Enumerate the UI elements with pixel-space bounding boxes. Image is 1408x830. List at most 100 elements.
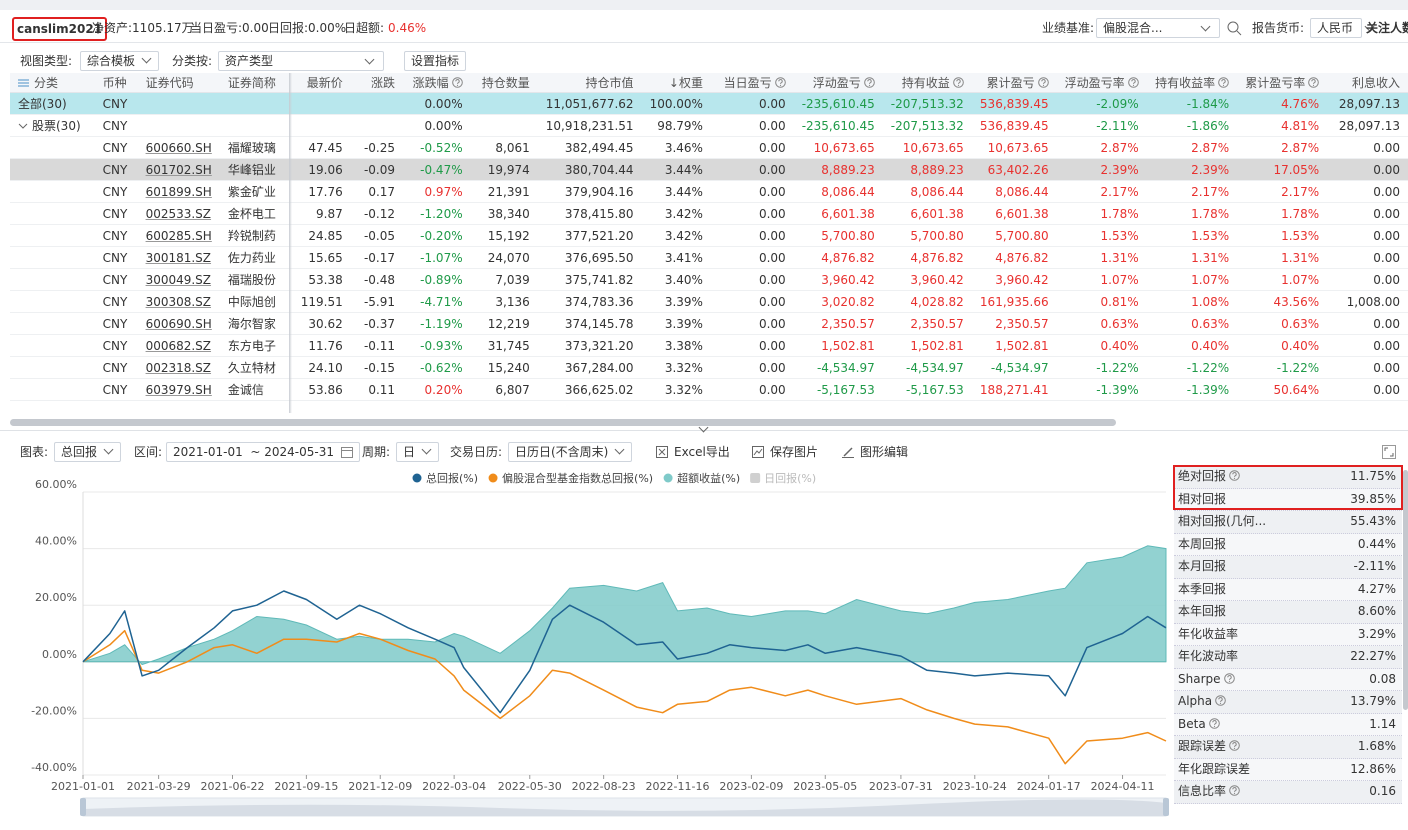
expand-icon[interactable]	[18, 122, 28, 130]
help-icon[interactable]	[1223, 672, 1235, 684]
security-code[interactable]: 300308.SZ	[145, 294, 212, 309]
column-header[interactable]: 币种	[94, 73, 138, 93]
table-row[interactable]: CNY 002318.SZ 久立特材 24.10 -0.15 -0.62% 15,240 36…	[10, 356, 1408, 379]
table-row[interactable]: CNY 600285.SH 羚锐制药 24.85 -0.05 -0.20% 15,192 37…	[10, 224, 1408, 247]
v-scrollbar[interactable]	[1403, 470, 1408, 710]
search-icon[interactable]	[1226, 20, 1242, 36]
period-select[interactable]: 日	[396, 442, 440, 462]
column-header[interactable]: 浮动盈亏	[793, 73, 883, 93]
security-code[interactable]: 601702.SH	[145, 162, 212, 177]
table-row[interactable]: 股票(30) CNY 0.00% 10,918,231.51 98.79% 0.00 -23…	[10, 114, 1408, 137]
table-cell: 0.40%	[1056, 334, 1147, 357]
help-icon[interactable]	[774, 77, 786, 88]
column-header[interactable]: 涨跌	[350, 73, 404, 93]
security-code[interactable]: 603979.SH	[145, 382, 212, 397]
security-code[interactable]: 600285.SH	[145, 228, 212, 243]
column-header[interactable]: 最新价	[288, 73, 351, 93]
fullscreen-icon[interactable]	[1382, 445, 1396, 459]
column-header[interactable]: 持有收益率	[1146, 73, 1238, 93]
column-header[interactable]: 累计盈亏率	[1237, 73, 1328, 93]
metric-row: 绝对回报 11.75%	[1174, 466, 1402, 489]
column-header[interactable]: 累计盈亏	[971, 73, 1057, 93]
help-icon[interactable]	[1308, 77, 1320, 88]
security-code[interactable]: 300181.SZ	[145, 250, 212, 265]
chart-edit[interactable]: 图形编辑	[860, 445, 909, 459]
table-row[interactable]: CNY 601899.SH 紫金矿业 17.76 0.17 0.97% 21,391 379,…	[10, 180, 1408, 203]
help-icon[interactable]	[1229, 785, 1240, 796]
column-header[interactable]: 证券简称	[219, 73, 289, 93]
legend-label: 总回报(%)	[426, 471, 478, 485]
table-cell: 603979.SH	[137, 378, 220, 401]
currency-select[interactable]: 人民币	[1310, 18, 1362, 38]
help-icon[interactable]	[1229, 740, 1240, 751]
column-header[interactable]: 涨跌幅	[403, 73, 471, 93]
metric-label: 年化跟踪误差	[1178, 761, 1251, 776]
column-header[interactable]: 持仓数量	[470, 73, 538, 93]
table-cell: 3.42%	[641, 202, 711, 225]
icon-part	[658, 448, 666, 456]
save-image[interactable]: 保存图片	[770, 445, 819, 459]
help-icon[interactable]	[1218, 77, 1229, 88]
table-cell	[10, 290, 95, 313]
cell-text: -235,610.45	[801, 118, 875, 133]
column-header[interactable]: 持仓市值	[537, 73, 642, 93]
help-icon[interactable]	[451, 77, 463, 88]
table-cell: 375,741.82	[537, 268, 642, 291]
help-icon[interactable]	[1037, 77, 1049, 88]
splitter[interactable]	[0, 430, 1408, 431]
h-scrollbar[interactable]	[10, 419, 1116, 426]
security-code[interactable]: 600690.SH	[145, 316, 212, 331]
table-row[interactable]: CNY 300308.SZ 中际旭创 119.51 -5.91 -4.71% 3,136 37…	[10, 290, 1408, 313]
cell-text: 1.53%	[1100, 228, 1139, 243]
table-cell: 0.00	[1327, 334, 1408, 357]
table-row[interactable]: CNY 300049.SZ 福瑞股份 53.38 -0.48 -0.89% 7,039 375…	[10, 268, 1408, 291]
table-row[interactable]: CNY 603979.SH 金诚信 53.86 0.11 0.20% 6,807 366,62…	[10, 378, 1408, 401]
header-text: 浮动盈亏	[812, 76, 861, 90]
cell-text: 3,960.42	[821, 272, 875, 287]
help-icon[interactable]	[1215, 695, 1226, 706]
metric-label-wrap: 本年回报	[1178, 601, 1226, 623]
column-header[interactable]: 利息收入	[1327, 73, 1408, 93]
range-input[interactable]: 2021-01-01 ~ 2024-05-31	[166, 442, 360, 462]
view-select[interactable]: 综合模板	[80, 51, 160, 71]
group-select[interactable]: 资产类型	[218, 51, 384, 71]
column-header[interactable]: 持有收益	[882, 73, 972, 93]
help-icon[interactable]	[1208, 717, 1220, 729]
table-row[interactable]: CNY 300181.SZ 佐力药业 15.65 -0.17 -1.07% 24,070 37…	[10, 246, 1408, 269]
column-header[interactable]: 分类	[10, 73, 95, 93]
cell-text: 0.00	[758, 338, 786, 353]
security-code[interactable]: 000682.SZ	[145, 338, 212, 353]
caret	[1200, 21, 1211, 32]
calendar-select[interactable]: 日历日(不含周末)	[508, 442, 633, 462]
table-cell: CNY	[94, 356, 138, 379]
icon-part	[1215, 695, 1226, 706]
cell-text: 5,700.80	[995, 228, 1049, 243]
table-row[interactable]: CNY 000682.SZ 东方电子 11.76 -0.11 -0.93% 31,745 37…	[10, 334, 1408, 357]
help-icon[interactable]	[1127, 77, 1139, 88]
table-cell	[10, 312, 95, 335]
column-header[interactable]: 浮动盈亏率	[1056, 73, 1147, 93]
security-code[interactable]: 601899.SH	[145, 184, 212, 199]
column-header[interactable]: 证券代码	[137, 73, 220, 93]
column-header[interactable]: 当日盈亏	[710, 73, 794, 93]
excel-export[interactable]: Excel导出	[674, 445, 730, 459]
account-name[interactable]: canslim2021	[12, 17, 108, 41]
table-row[interactable]: 全部(30) CNY 0.00% 11,051,677.62 100.00% 0.00 -2…	[10, 92, 1408, 115]
table-row[interactable]: CNY 600690.SH 海尔智家 30.62 -0.37 -1.19% 12,219 37…	[10, 312, 1408, 335]
column-header[interactable]: ↓权重	[641, 73, 711, 93]
chart-select[interactable]: 总回报	[54, 442, 122, 462]
excel-icon	[656, 446, 668, 458]
help-icon[interactable]	[863, 77, 875, 88]
help-icon[interactable]	[1229, 470, 1240, 481]
help-icon[interactable]	[952, 77, 964, 88]
security-code[interactable]: 600660.SH	[145, 140, 212, 155]
benchmark-select[interactable]: 偏股混合...	[1096, 18, 1220, 38]
settings-button[interactable]: 设置指标	[404, 51, 467, 71]
security-code[interactable]: 002318.SZ	[145, 360, 212, 375]
security-code[interactable]: 002533.SZ	[145, 206, 212, 221]
followers[interactable]: 关注人数	[1366, 21, 1408, 35]
table-row[interactable]: CNY 002533.SZ 金杯电工 9.87 -0.12 -1.20% 38,340 378…	[10, 202, 1408, 225]
table-row[interactable]: CNY 600660.SH 福耀玻璃 47.45 -0.25 -0.52% 8,061 382…	[10, 136, 1408, 159]
table-row[interactable]: CNY 601702.SH 华峰铝业 19.06 -0.09 -0.47% 19,974 38…	[10, 158, 1408, 181]
security-code[interactable]: 300049.SZ	[145, 272, 212, 287]
